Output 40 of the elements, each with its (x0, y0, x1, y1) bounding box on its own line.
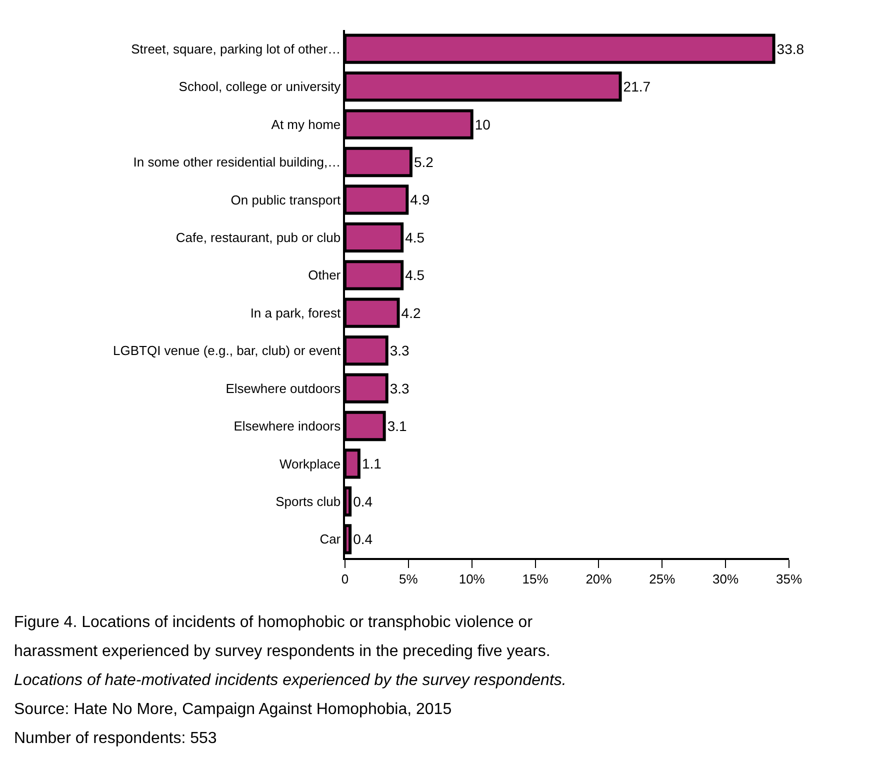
y-tick-label: Car (320, 532, 342, 547)
text: Number of respondents: 553 (14, 730, 217, 747)
x-tick-label: 30% (712, 571, 740, 586)
data-label: 3.1 (387, 418, 408, 434)
data-label: 4.2 (401, 304, 421, 321)
x-tick-label: 35% (776, 571, 802, 586)
y-tick-label: In a park, forest (250, 305, 342, 320)
data-label: 4.5 (405, 267, 425, 284)
y-tick-label: At my home (271, 116, 341, 132)
data-label: 5.2 (414, 154, 434, 170)
data-label: 4.9 (410, 192, 430, 208)
text: Figure 4. Locations of incidents of homophobic or transphobic violence or harassment experienced by survey respondents in the preceding five years. (14, 614, 550, 660)
data-label: 3.3 (390, 380, 410, 396)
data-label: 10 (474, 116, 491, 132)
y-tick-label: Street, square, parking lot of other… (131, 41, 341, 56)
data-label: 33.8 (776, 40, 804, 57)
data-label: 4.5 (405, 229, 425, 246)
data-label: 21.7 (623, 78, 651, 95)
y-tick-label: Cafe, restaurant, pub or club (176, 230, 341, 245)
data-label: 0.4 (353, 531, 373, 548)
source-note: Source: Hate No More, Campaign Against Homophobia, 2015 (14, 701, 452, 718)
x-tick-label: 15% (522, 571, 549, 586)
text: Locations of hate-motivated incidents experienced by the survey respondents. (14, 672, 566, 689)
y-tick-label: Elsewhere outdoors (226, 380, 342, 396)
y-tick-label: Elsewhere indoors (234, 418, 342, 434)
y-tick-label: LGBTQI venue (e.g., bar, club) or event (113, 343, 342, 358)
y-tick-label: On public transport (230, 192, 342, 208)
data-label: 1.1 (362, 456, 382, 472)
x-tick-label: 25% (649, 571, 676, 586)
y-tick-label: Sports club (276, 494, 341, 509)
y-tick-label: School, college or university (178, 79, 342, 94)
y-tick-label: Workplace (279, 456, 341, 472)
x-tick-label: 10% (458, 571, 486, 586)
x-tick-label: 0 (341, 571, 349, 586)
y-tick-label: Other (308, 268, 342, 283)
data-label: 3.3 (390, 342, 410, 359)
x-tick-label: 5% (399, 571, 418, 586)
x-tick-label: 20% (586, 571, 612, 586)
y-tick-label: In some other residential building,… (133, 154, 341, 170)
data-label: 0.4 (353, 493, 373, 510)
